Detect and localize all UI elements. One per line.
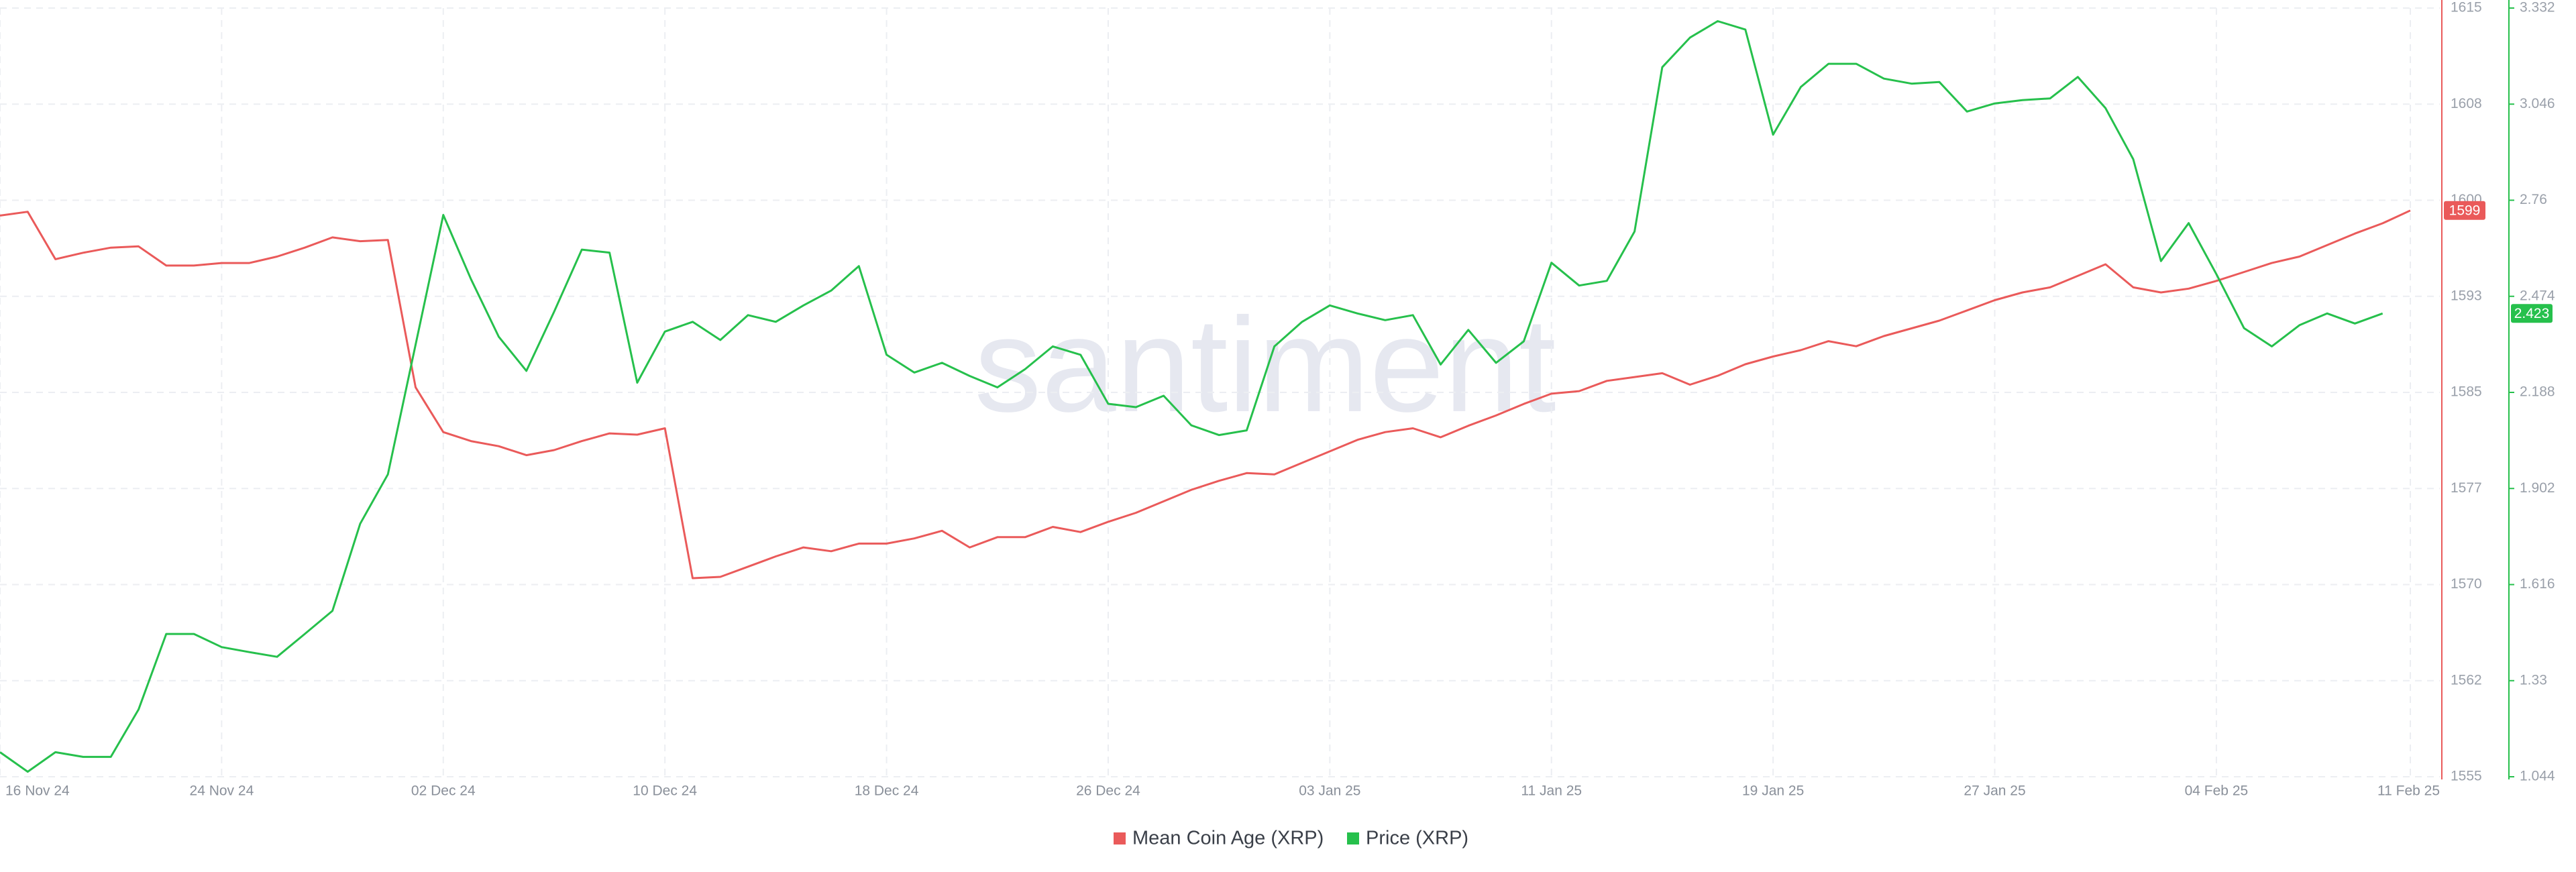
y2-tick-label: 2.76 [2520,192,2547,207]
legend-swatch [1347,832,1359,844]
legend-label: Price (XRP) [1366,828,1468,849]
y2-tick-label: 3.332 [2520,0,2555,15]
y-tick-label: 1562 [2451,672,2482,688]
y2-tick-label: 3.046 [2520,96,2555,111]
x-tick-label: 18 Dec 24 [855,783,919,799]
x-tick-label: 03 Jan 25 [1299,783,1360,799]
series-line [0,20,2383,773]
y-tick-label: 1593 [2451,288,2482,303]
x-tick-label: 10 Dec 24 [633,783,697,799]
legend-label: Mean Coin Age (XRP) [1132,828,1324,849]
series-line [0,209,2411,580]
y-tick-label: 1570 [2451,576,2482,592]
y-tick-label: 1585 [2451,384,2482,400]
end-badge-label: 1599 [2449,203,2481,218]
y2-tick-label: 1.044 [2520,769,2555,784]
x-tick-label: 19 Jan 25 [1742,783,1804,799]
x-tick-label: 02 Dec 24 [411,783,476,799]
y-tick-label: 1555 [2451,769,2482,784]
end-badge [2511,304,2553,323]
y2-tick-label: 2.474 [2520,288,2555,303]
y2-tick-label: 2.188 [2520,384,2555,400]
legend-swatch [1114,832,1126,844]
x-tick-label: 11 Jan 25 [1521,783,1582,799]
x-tick-label: 26 Dec 24 [1076,783,1140,799]
y-tick-label: 1615 [2451,0,2482,15]
watermark: santiment [974,290,1556,440]
y-tick-label: 1577 [2451,480,2482,496]
x-tick-label: 04 Feb 25 [2185,783,2249,799]
y-tick-label: 1608 [2451,96,2482,111]
end-badge [2444,201,2485,220]
x-tick-label: 24 Nov 24 [190,783,254,799]
y2-tick-label: 1.902 [2520,480,2555,496]
end-badge-label: 2.423 [2514,306,2550,321]
x-tick-label: 11 Feb 25 [2377,783,2440,799]
x-tick-label: 16 Nov 24 [5,783,70,799]
x-tick-label: 27 Jan 25 [1964,783,2025,799]
y2-tick-label: 1.33 [2520,672,2547,688]
y2-tick-label: 1.616 [2520,576,2555,592]
